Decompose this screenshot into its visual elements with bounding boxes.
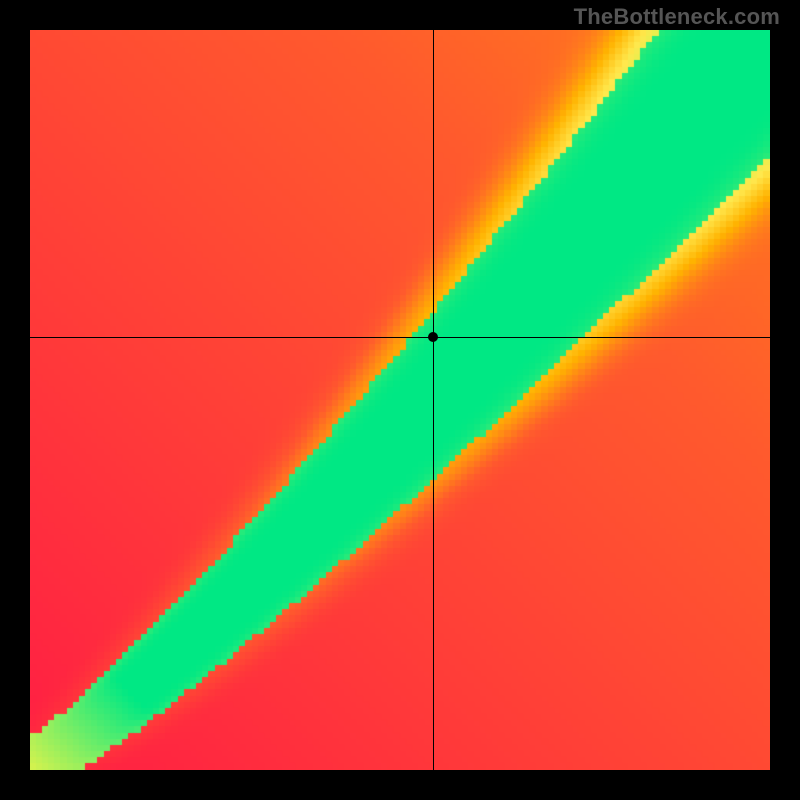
watermark-text: TheBottleneck.com xyxy=(574,4,780,30)
figure-root: TheBottleneck.com xyxy=(0,0,800,800)
heatmap-canvas xyxy=(30,30,770,770)
heatmap-plot xyxy=(30,30,770,770)
